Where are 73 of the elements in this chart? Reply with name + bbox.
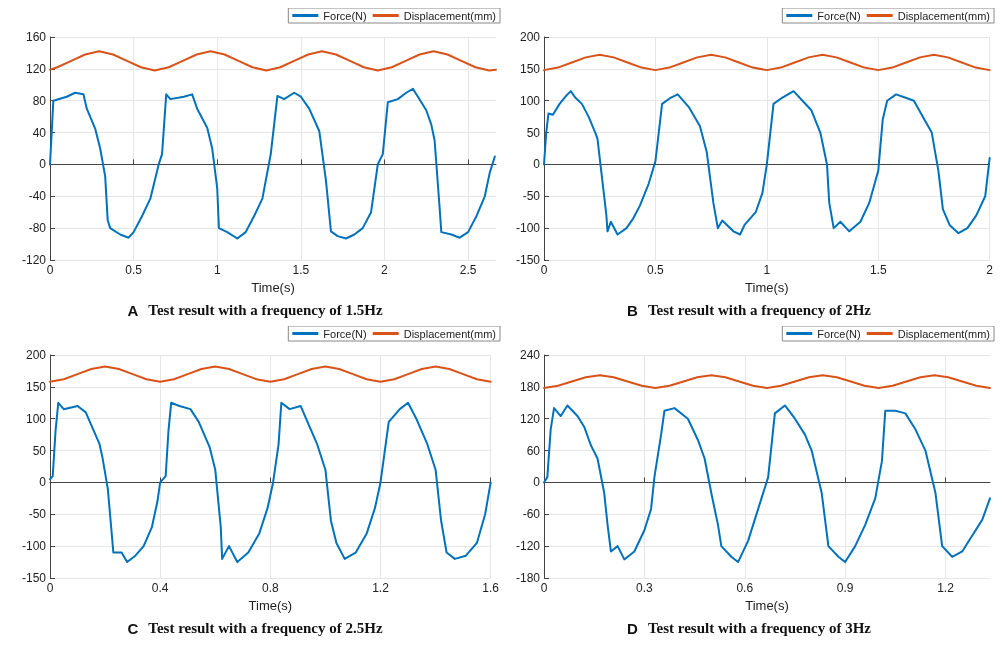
x-tick-label: 2.5 — [459, 263, 477, 277]
line-series — [543, 374, 991, 389]
legend-label: Force(N) — [817, 327, 861, 340]
y-tick-label: -100 — [515, 221, 541, 236]
line-series — [49, 87, 496, 240]
line-series — [49, 401, 492, 564]
y-tick-label: 160 — [25, 30, 47, 44]
y-tick-label: -120 — [21, 253, 47, 267]
text: A Test result with a frequency of 1.5Hz — [127, 301, 383, 319]
y-tick-label: -180 — [515, 571, 541, 585]
x-tick-label: 2 — [986, 263, 994, 277]
y-tick-label: -50 — [522, 189, 541, 204]
y-tick-label: 0 — [39, 475, 47, 490]
text: D Test result with a frequency of 3Hz — [627, 619, 872, 637]
x-tick-label: 1.5 — [292, 263, 310, 277]
y-tick-label: -120 — [515, 539, 541, 554]
y-tick-label: 100 — [519, 93, 541, 108]
y-tick-label: 0 — [533, 475, 541, 490]
y-tick-label: 240 — [519, 348, 541, 362]
y-tick-label: 50 — [526, 125, 541, 140]
x-tick-label: 2 — [381, 263, 389, 277]
x-tick-label: 0.3 — [636, 581, 654, 595]
text: B Test result with a frequency of 2Hz — [627, 301, 872, 319]
legend-label: Displacement(mm) — [897, 9, 991, 22]
y-tick-label: 120 — [25, 61, 47, 76]
x-tick-label: 0.5 — [647, 263, 665, 277]
y-tick-label: 80 — [32, 93, 47, 108]
x-axis-title: Time(s) — [745, 597, 789, 613]
x-tick-label: 0.4 — [151, 581, 169, 595]
x-tick-label: 1.5 — [869, 263, 887, 277]
y-tick-label: 40 — [32, 125, 47, 140]
line-series — [543, 404, 991, 564]
y-tick-label: 200 — [519, 30, 541, 44]
y-tick-label: -150 — [21, 571, 47, 585]
x-tick-label: 1.2 — [937, 581, 955, 595]
line-series — [49, 365, 492, 383]
line-series — [543, 53, 991, 72]
x-tick-label: 1.2 — [372, 581, 390, 595]
y-tick-label: -150 — [515, 253, 541, 267]
y-tick-label: 150 — [519, 61, 541, 76]
y-tick-label: 150 — [25, 379, 47, 394]
y-tick-label: -60 — [522, 507, 541, 522]
line-series — [543, 90, 991, 236]
y-tick-label: 60 — [526, 443, 541, 458]
x-tick-label: 0.8 — [261, 581, 279, 595]
x-axis-title: Time(s) — [248, 597, 293, 613]
y-tick-label: 0 — [533, 157, 541, 172]
y-tick-label: 180 — [519, 379, 541, 394]
x-axis-title: Time(s) — [251, 279, 295, 295]
text: C Test result with a frequency of 2.5Hz — [127, 619, 383, 637]
x-tick-label: 0.5 — [125, 263, 143, 277]
y-tick-label: 200 — [25, 348, 47, 362]
y-tick-label: -40 — [28, 189, 47, 204]
legend-label: Displacement(mm) — [403, 9, 497, 22]
y-tick-label: 50 — [32, 443, 47, 458]
x-tick-label: 1 — [213, 263, 221, 277]
y-tick-label: -50 — [28, 507, 47, 522]
x-tick-label: 0.6 — [736, 581, 754, 595]
y-tick-label: -80 — [28, 221, 47, 236]
y-tick-label: 100 — [25, 411, 47, 426]
y-tick-label: -100 — [21, 539, 47, 554]
x-axis-title: Time(s) — [745, 279, 789, 295]
legend-label: Displacement(mm) — [897, 327, 991, 340]
y-tick-label: 0 — [39, 157, 47, 172]
line-series — [49, 50, 497, 72]
x-tick-label: 0.9 — [836, 581, 854, 595]
y-tick-label: 120 — [519, 411, 541, 426]
x-tick-label: 1 — [763, 263, 771, 277]
legend-label: Displacement(mm) — [403, 327, 497, 340]
x-tick-label: 1.6 — [482, 581, 500, 595]
legend-label: Force(N) — [817, 9, 861, 22]
legend-label: Force(N) — [323, 9, 367, 22]
legend-label: Force(N) — [323, 327, 367, 340]
